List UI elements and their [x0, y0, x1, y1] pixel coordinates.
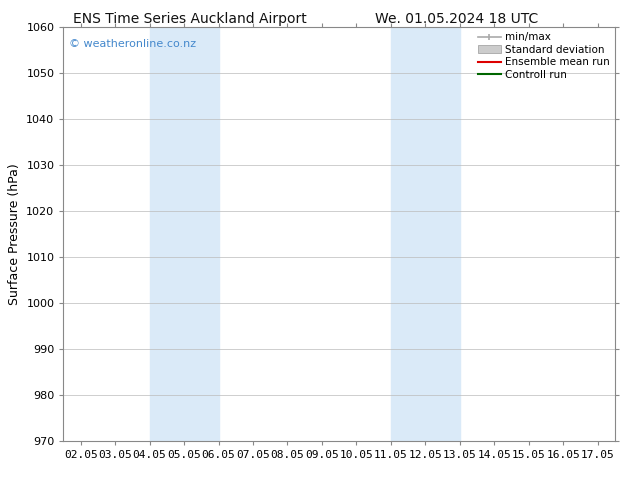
Bar	[150, 27, 219, 441]
Text: ENS Time Series Auckland Airport: ENS Time Series Auckland Airport	[74, 12, 307, 26]
Legend: min/max, Standard deviation, Ensemble mean run, Controll run: min/max, Standard deviation, Ensemble me…	[478, 32, 610, 80]
Text: We. 01.05.2024 18 UTC: We. 01.05.2024 18 UTC	[375, 12, 538, 26]
Y-axis label: Surface Pressure (hPa): Surface Pressure (hPa)	[8, 163, 21, 305]
Bar	[391, 27, 460, 441]
Text: © weatheronline.co.nz: © weatheronline.co.nz	[69, 39, 196, 49]
